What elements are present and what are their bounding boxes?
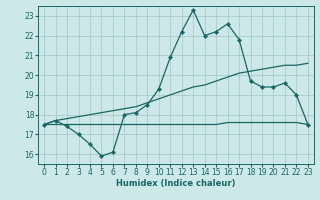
- X-axis label: Humidex (Indice chaleur): Humidex (Indice chaleur): [116, 179, 236, 188]
